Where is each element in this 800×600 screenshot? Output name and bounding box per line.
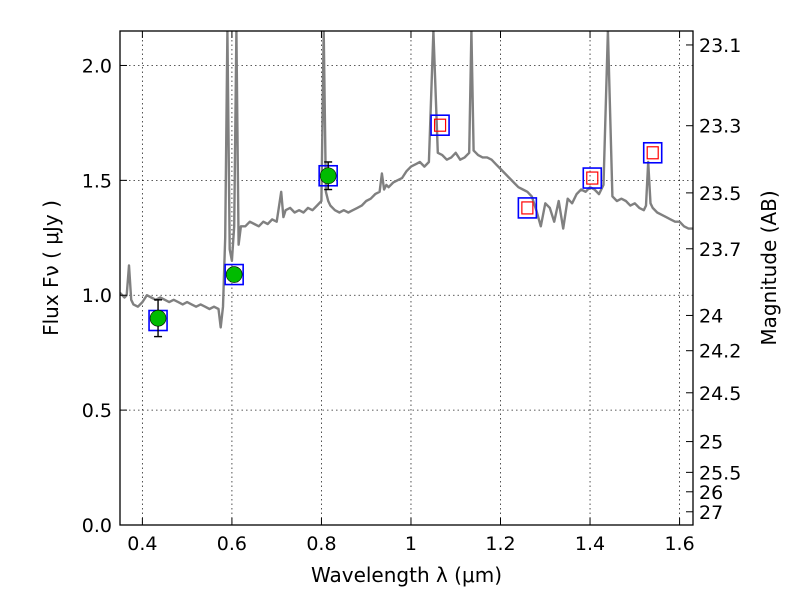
mag-tick-label: 24.5 [699,383,741,405]
model-photometry-box [224,263,244,286]
right-axis-label: Magnitude (AB) [757,190,781,345]
model-photometry-box [517,197,538,219]
tick-layer: 0.4 0.6 0.8 1 1.2 1.4 1.6 0.0 0.5 1.0 1.5 2.0 23.1 23… [82,31,741,555]
y-tick-label: 1.5 [82,170,112,192]
upper-limit-marker [646,146,659,160]
y-tick-label: 2.0 [82,55,112,77]
x-tick-label: 1.2 [485,533,515,555]
x-tick-label: 0.6 [217,533,247,555]
upper-limit-marker [586,171,599,185]
mag-tick-label: 24 [699,305,723,327]
mag-tick-label: 23.5 [699,183,741,205]
x-tick-label: 1.6 [664,533,694,555]
detection-point [319,167,337,185]
mag-tick-label: 23.1 [699,35,741,57]
grid-lines [120,31,693,526]
mag-tick-label: 25 [699,432,723,454]
upper-limit-marker [521,201,534,215]
detection-point [149,309,167,327]
mag-tick-label: 26 [699,482,723,504]
mag-tick-label: 23.7 [699,239,741,261]
mag-tick-label: 25.5 [699,462,741,484]
model-spectrum-line [120,31,693,329]
mag-tick-label: 24.2 [699,341,741,363]
x-tick-label: 0.4 [127,533,157,555]
mag-tick-label: 23.3 [699,116,741,138]
y-tick-label: 1.0 [82,285,112,307]
series-layer [120,31,693,338]
upper-limit-marker [433,118,447,132]
x-tick-label: 1.4 [575,533,605,555]
y-axis-label: Flux Fν ( μJy ) [39,200,63,336]
detection-point [225,266,243,283]
model-photometry-box [642,141,663,164]
model-photometry-box [430,114,450,137]
y-tick-label: 0.0 [82,515,112,537]
x-tick-label: 1 [405,533,417,555]
mag-tick-label: 27 [699,502,723,524]
x-axis-label: Wavelength λ (μm) [311,563,502,587]
y-tick-label: 0.5 [82,400,112,422]
x-tick-label: 0.8 [306,533,336,555]
plot-frame [119,30,694,526]
model-photometry-box [582,167,603,189]
